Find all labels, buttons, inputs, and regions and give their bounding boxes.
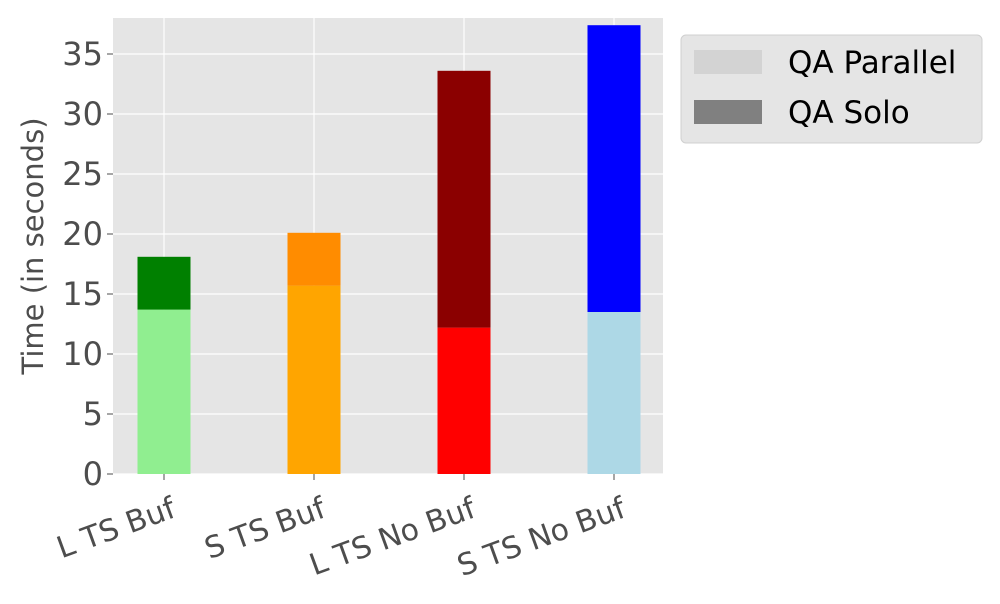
y-tick-label: 20 bbox=[62, 215, 103, 253]
y-tick-label: 15 bbox=[62, 275, 103, 313]
y-tick-label: 5 bbox=[83, 395, 103, 433]
y-tick-label: 10 bbox=[62, 335, 103, 373]
x-tick-label: S TS No Buf bbox=[453, 490, 632, 584]
bar-solo-s-ts-buf bbox=[287, 232, 341, 286]
y-tick-label: 30 bbox=[62, 95, 103, 133]
y-axis-ticks: 0 5 10 15 20 25 30 35 bbox=[62, 35, 113, 493]
y-tick-label: 0 bbox=[83, 455, 103, 493]
y-axis-label: Time (in seconds) bbox=[16, 117, 50, 375]
bar-parallel-s-ts-no-buf bbox=[587, 312, 641, 474]
legend-swatch bbox=[694, 50, 762, 74]
bar-parallel-s-ts-buf bbox=[287, 285, 341, 474]
plot-area bbox=[113, 18, 663, 474]
y-tick-label: 35 bbox=[62, 35, 103, 73]
legend: QA Parallel QA Solo bbox=[680, 34, 983, 144]
legend-swatch bbox=[694, 100, 762, 124]
x-tick-label: L TS No Buf bbox=[305, 490, 481, 583]
x-tick-label: L TS Buf bbox=[52, 490, 181, 566]
bars bbox=[137, 25, 641, 474]
bar-solo-l-ts-buf bbox=[137, 256, 191, 310]
legend-label: QA Parallel bbox=[788, 45, 956, 81]
legend-label: QA Solo bbox=[788, 95, 910, 131]
bar-parallel-l-ts-buf bbox=[137, 309, 191, 474]
bar-parallel-l-ts-no-buf bbox=[437, 327, 491, 474]
y-tick-label: 25 bbox=[62, 155, 103, 193]
bar-solo-l-ts-no-buf bbox=[437, 70, 491, 328]
bar-solo-s-ts-no-buf bbox=[587, 25, 641, 312]
